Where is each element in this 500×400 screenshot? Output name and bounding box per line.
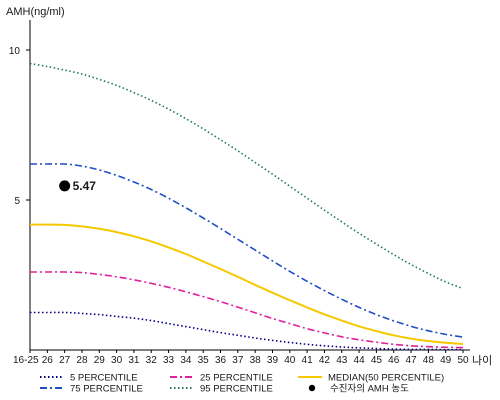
- x-tick-label: 16-25: [13, 355, 39, 366]
- x-axis-label: 나이: [472, 354, 492, 367]
- series-layer: [29, 62, 464, 351]
- x-tick-label: 35: [198, 355, 210, 366]
- series-line-95-percentile: [29, 62, 464, 290]
- x-tick-label: 45: [371, 355, 383, 366]
- marker-layer: 5.47: [59, 179, 96, 193]
- legend-label: 75 PERCENTILE: [70, 384, 143, 395]
- legend-label: 25 PERCENTILE: [200, 373, 273, 384]
- series-line-75-percentile: [30, 163, 464, 338]
- legend-label: MEDIAN(50 PERCENTILE): [328, 373, 444, 384]
- patient-amh-marker: [59, 180, 71, 192]
- x-tick-label: 37: [232, 355, 244, 366]
- x-tick-label: 39: [267, 355, 279, 366]
- x-tick-label: 47: [405, 355, 417, 366]
- patient-amh-value-label: 5.47: [73, 179, 97, 193]
- legend: 5 PERCENTILE 25 PERCENTILE MEDIAN(50 PERCE…: [40, 373, 444, 395]
- series-line-5-percentile: [30, 311, 464, 351]
- x-tick-label: 26: [42, 355, 54, 366]
- legend-marker-swatch: [308, 384, 316, 392]
- x-tick-label: 42: [319, 355, 331, 366]
- axes: 5 10 AMH(ng/ml) 16-25 26 27 28 29 30 31 32 33 34 35 36…: [6, 6, 492, 367]
- x-tick-label: 29: [94, 355, 106, 366]
- y-tick-label: 5: [14, 196, 20, 207]
- y-tick-label: 10: [9, 46, 21, 57]
- x-tick-label: 48: [423, 355, 435, 366]
- x-tick-label: 30: [111, 355, 123, 366]
- x-tick-label: 36: [215, 355, 227, 366]
- series-line-25-percentile: [30, 271, 464, 349]
- x-tick-label: 34: [180, 355, 192, 366]
- x-tick-label: 28: [76, 355, 88, 366]
- legend-label: 95 PERCENTILE: [200, 384, 273, 395]
- x-tick-label: 40: [284, 355, 296, 366]
- legend-label: 5 PERCENTILE: [70, 373, 138, 384]
- x-tick-label: 49: [440, 355, 452, 366]
- y-axis-label: AMH(ng/ml): [6, 6, 65, 18]
- x-tick-label: 33: [163, 355, 175, 366]
- x-tick-label: 46: [388, 355, 400, 366]
- x-tick-label: 50: [457, 355, 469, 366]
- x-tick-label: 31: [128, 355, 140, 366]
- legend-label: 수진자의 AMH 농도: [330, 384, 409, 395]
- x-tick-label: 32: [146, 355, 158, 366]
- x-tick-label: 27: [59, 355, 71, 366]
- x-tick-label: 44: [354, 355, 366, 366]
- series-line-median-50-percentile: [30, 223, 464, 345]
- x-tick-label: 43: [336, 355, 348, 366]
- x-tick-label: 41: [302, 355, 314, 366]
- x-tick-label: 38: [250, 355, 262, 366]
